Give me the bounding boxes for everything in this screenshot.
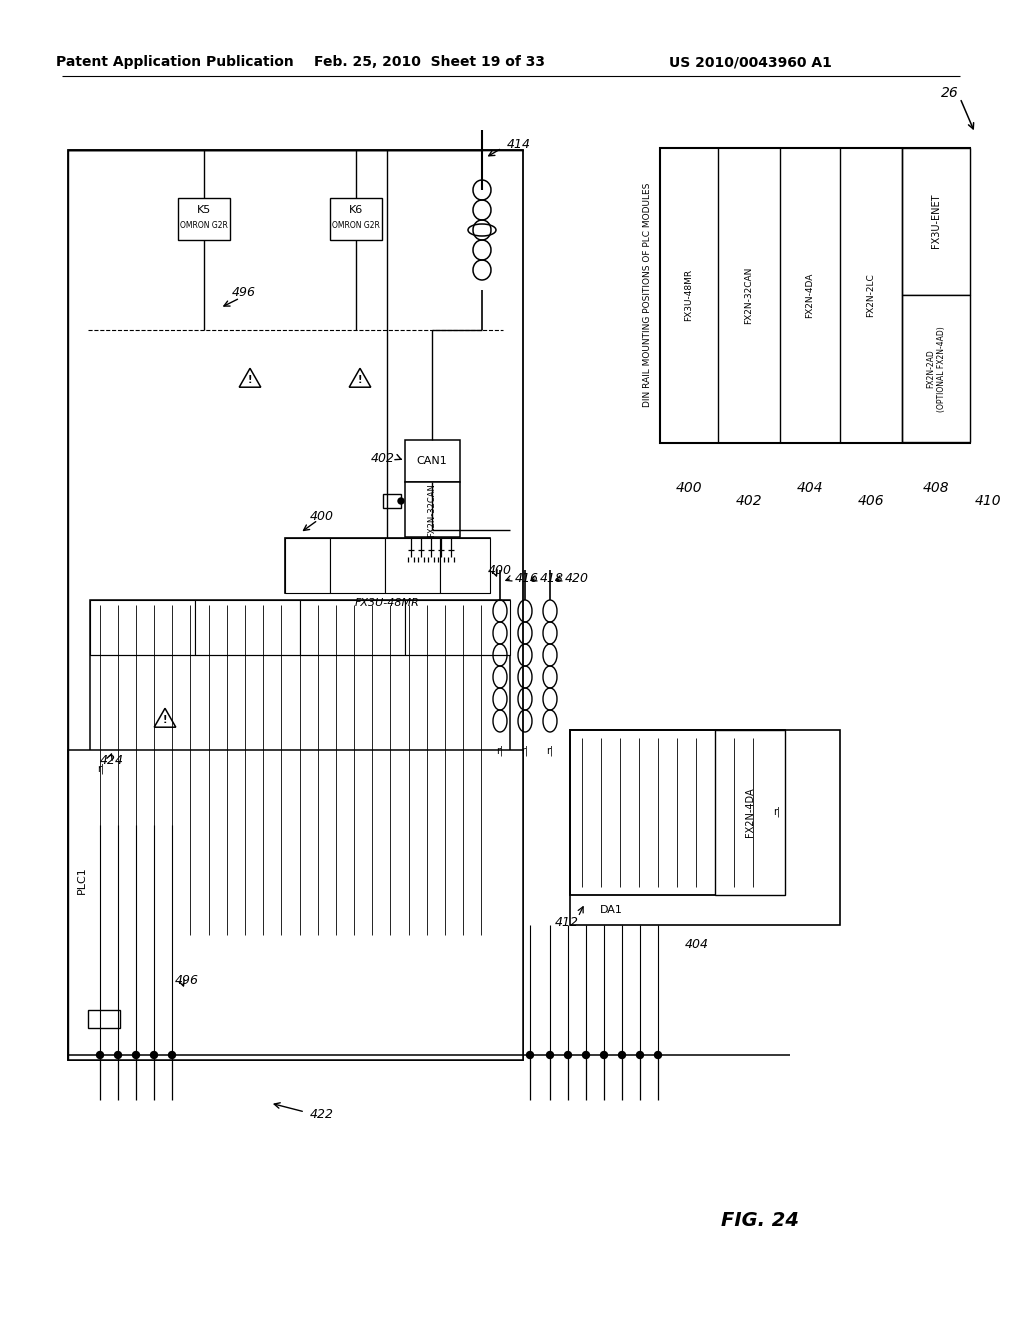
Text: OMRON G2R: OMRON G2R	[332, 222, 380, 231]
Bar	[715, 730, 785, 895]
Text: FX2N-4DA: FX2N-4DA	[745, 787, 755, 837]
Circle shape	[564, 1052, 571, 1059]
Bar	[90, 601, 510, 940]
Circle shape	[398, 498, 404, 504]
Bar	[440, 539, 490, 593]
Text: 400: 400	[488, 564, 512, 577]
Circle shape	[96, 1052, 103, 1059]
Circle shape	[547, 1052, 554, 1059]
Circle shape	[637, 1052, 643, 1059]
Text: r|: r|	[497, 746, 504, 756]
Text: 412: 412	[555, 916, 579, 929]
Text: !: !	[163, 715, 167, 726]
Text: DIN RAIL MOUNTING POSITIONS OF PLC MODULES: DIN RAIL MOUNTING POSITIONS OF PLC MODUL…	[643, 182, 652, 407]
Circle shape	[151, 1052, 158, 1059]
Bar	[68, 150, 523, 1060]
Bar	[902, 148, 970, 294]
Bar	[90, 601, 195, 655]
Text: 402: 402	[735, 494, 762, 508]
Text: r|: r|	[547, 746, 554, 756]
Polygon shape	[240, 368, 261, 387]
Bar	[330, 539, 385, 593]
Text: 406: 406	[858, 494, 885, 508]
Text: FIG. 24: FIG. 24	[721, 1210, 799, 1229]
Circle shape	[618, 1052, 626, 1059]
Text: r|: r|	[773, 807, 780, 817]
Circle shape	[600, 1052, 607, 1059]
Circle shape	[583, 1052, 590, 1059]
Text: FX3U-48MR: FX3U-48MR	[354, 598, 420, 609]
Text: CAN1: CAN1	[417, 455, 447, 466]
Bar	[406, 601, 510, 655]
Text: 404: 404	[797, 480, 823, 495]
Circle shape	[132, 1052, 139, 1059]
Circle shape	[526, 1052, 534, 1059]
Text: 420: 420	[565, 572, 589, 585]
Circle shape	[654, 1052, 662, 1059]
Text: OMRON G2R: OMRON G2R	[180, 222, 228, 231]
Text: 496: 496	[175, 974, 199, 986]
Bar	[330, 198, 382, 240]
Text: r|: r|	[521, 746, 528, 756]
Text: FX3U-ENET: FX3U-ENET	[931, 194, 941, 248]
Text: 400: 400	[676, 480, 702, 495]
Bar	[178, 198, 230, 240]
Bar	[385, 539, 440, 593]
Text: PLC1: PLC1	[77, 866, 87, 894]
Bar	[902, 294, 970, 442]
Bar	[90, 755, 112, 783]
Circle shape	[169, 1052, 175, 1059]
Text: 402: 402	[371, 451, 395, 465]
Text: 496: 496	[232, 286, 256, 300]
Text: 404: 404	[685, 939, 709, 952]
Text: Patent Application Publication: Patent Application Publication	[56, 55, 294, 69]
Text: r|: r|	[97, 764, 104, 775]
Text: !: !	[248, 375, 252, 385]
Circle shape	[115, 1052, 122, 1059]
Bar	[285, 539, 490, 593]
Text: 422: 422	[310, 1109, 334, 1122]
Bar	[68, 750, 523, 1060]
Bar	[383, 494, 401, 508]
Text: 414: 414	[507, 139, 531, 152]
Text: 416: 416	[515, 572, 539, 585]
Text: FX2N-32CAN: FX2N-32CAN	[744, 267, 754, 323]
Bar	[406, 482, 460, 537]
Text: 424: 424	[100, 754, 124, 767]
Text: 410: 410	[975, 494, 1001, 508]
Bar	[570, 730, 840, 925]
Text: 400: 400	[310, 510, 334, 523]
Text: K6: K6	[349, 205, 364, 215]
Bar	[570, 730, 785, 895]
Text: 418: 418	[540, 572, 564, 585]
Bar	[660, 148, 970, 444]
Text: K5: K5	[197, 205, 211, 215]
Polygon shape	[349, 368, 371, 387]
Bar	[406, 440, 460, 482]
Text: US 2010/0043960 A1: US 2010/0043960 A1	[669, 55, 831, 69]
Text: FX3U-48MR: FX3U-48MR	[684, 269, 693, 321]
Polygon shape	[155, 709, 176, 727]
Text: Feb. 25, 2010  Sheet 19 of 33: Feb. 25, 2010 Sheet 19 of 33	[314, 55, 546, 69]
Text: !: !	[357, 375, 362, 385]
Bar	[195, 601, 300, 655]
Bar	[88, 1010, 120, 1028]
Text: 26: 26	[941, 86, 958, 100]
Text: DA1: DA1	[600, 906, 623, 915]
Text: 408: 408	[923, 480, 949, 495]
Bar	[285, 539, 330, 593]
Text: FX2N-2AD
(OPTIONAL FX2N-4AD): FX2N-2AD (OPTIONAL FX2N-4AD)	[927, 326, 946, 412]
Bar	[300, 601, 406, 655]
Text: FX2N-32CAN: FX2N-32CAN	[427, 483, 436, 537]
Text: FX2N-4DA: FX2N-4DA	[806, 272, 814, 318]
Text: FX2N-2LC: FX2N-2LC	[866, 273, 876, 317]
